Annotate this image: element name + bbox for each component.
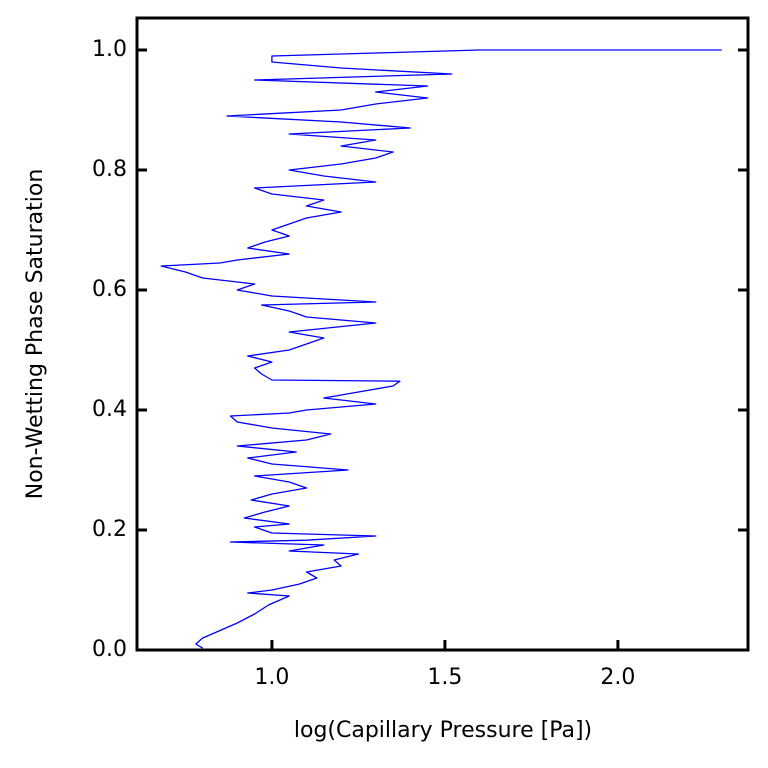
y-axis-label: Non-Wetting Phase Saturation	[23, 169, 48, 500]
x-axis-label: log(Capillary Pressure [Pa])	[294, 718, 592, 743]
y-tick-label: 0.8	[92, 157, 127, 182]
y-tick-label: 0.0	[92, 637, 127, 662]
y-tick-label: 0.2	[92, 517, 127, 542]
x-tick-label: 1.5	[427, 665, 462, 690]
plot-frame	[135, 16, 750, 652]
x-tick-label: 2.0	[600, 665, 635, 690]
y-tick-label: 0.6	[92, 277, 127, 302]
x-tick-label: 1.0	[254, 665, 289, 690]
y-tick-label: 1.0	[92, 37, 127, 62]
y-tick-label: 0.4	[92, 397, 127, 422]
data-line	[160, 49, 722, 649]
